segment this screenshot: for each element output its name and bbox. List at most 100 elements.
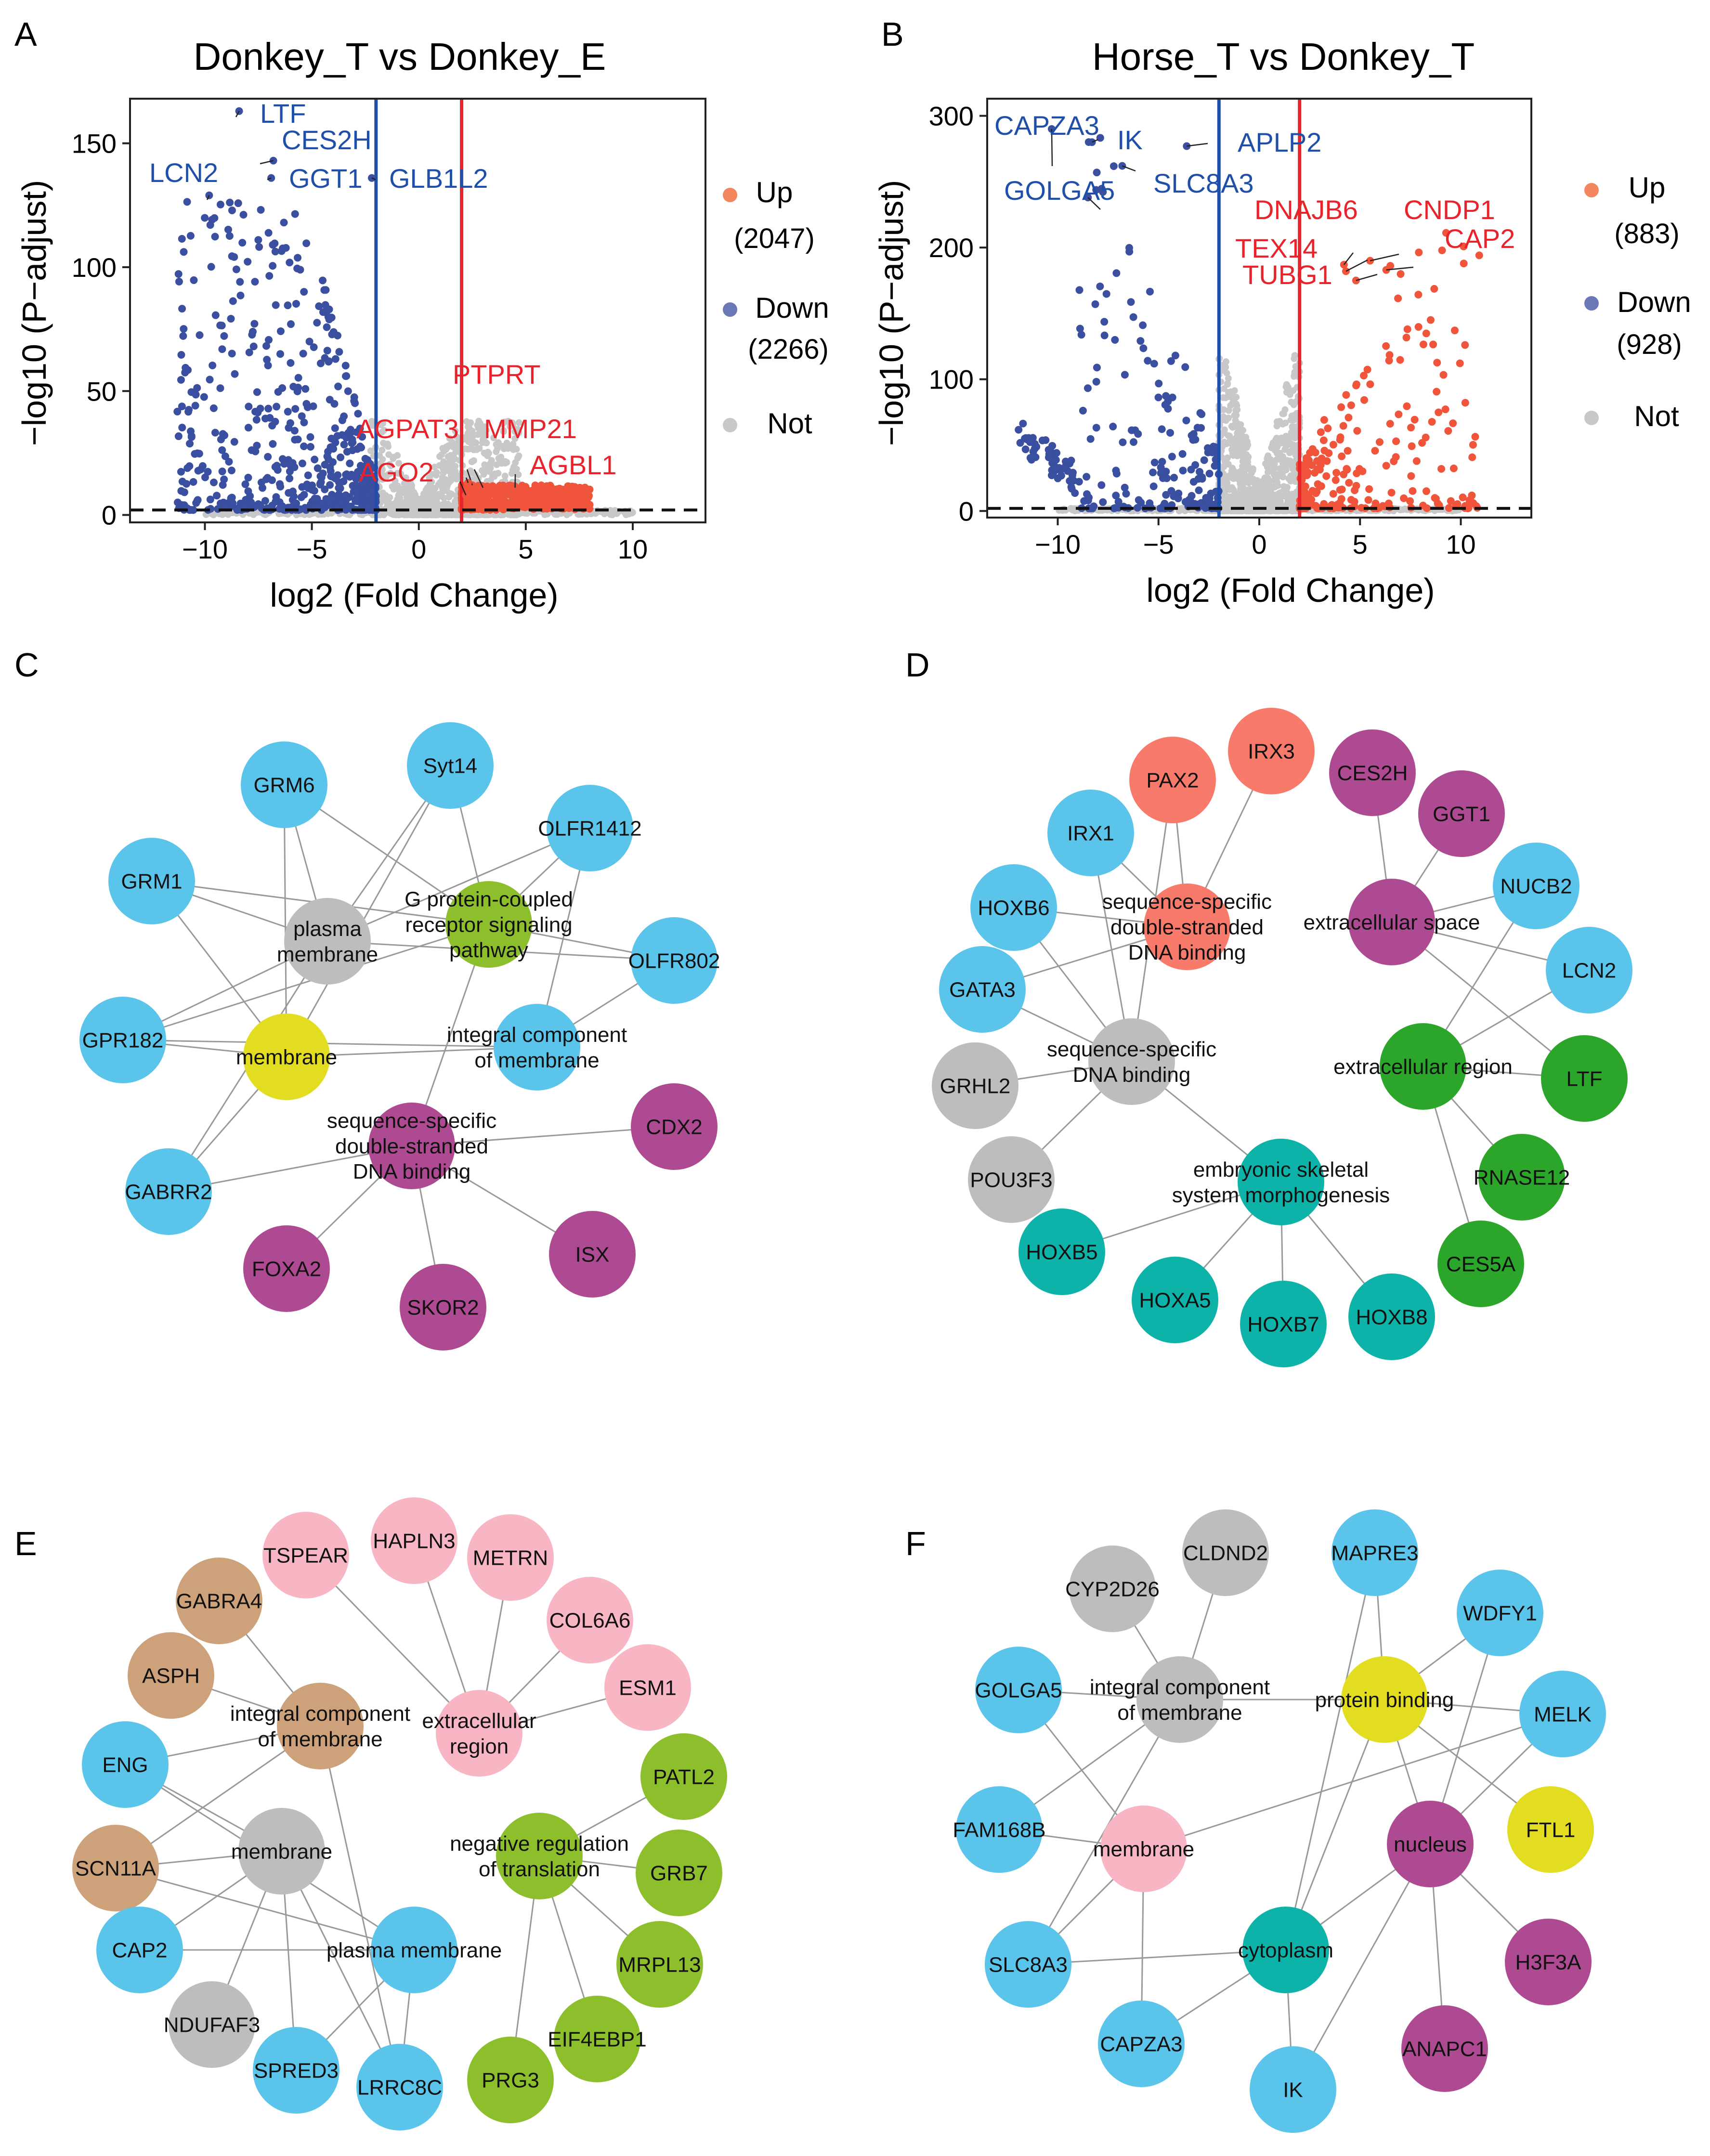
down-point bbox=[251, 448, 259, 455]
down-point bbox=[294, 436, 302, 443]
up-point bbox=[535, 489, 543, 497]
down-point bbox=[302, 239, 310, 247]
not-point bbox=[1229, 400, 1236, 406]
volcano-a-xlabel: log2 (Fold Change) bbox=[270, 576, 558, 614]
down-point bbox=[1093, 378, 1100, 386]
legend-not-dot bbox=[1584, 411, 1599, 425]
up-point bbox=[1460, 260, 1468, 267]
down-point bbox=[1057, 472, 1065, 480]
down-point bbox=[272, 247, 279, 255]
volcano-b-title: Horse_T vs Donkey_T bbox=[1092, 35, 1475, 78]
node-label: Syt14 bbox=[423, 754, 478, 778]
down-point bbox=[284, 408, 292, 416]
node-metrn: METRN bbox=[467, 1514, 554, 1601]
down-point bbox=[346, 459, 353, 467]
down-point bbox=[272, 463, 279, 471]
down-point bbox=[342, 362, 350, 369]
down-point bbox=[1125, 244, 1133, 252]
up-point bbox=[1408, 442, 1416, 450]
node-label: GRM6 bbox=[253, 773, 314, 797]
node-hoxb8: HOXB8 bbox=[1348, 1273, 1435, 1360]
down-point bbox=[224, 226, 232, 234]
node-label: POU3F3 bbox=[970, 1168, 1052, 1192]
not-point bbox=[1247, 495, 1253, 502]
not-point bbox=[476, 445, 483, 452]
down-point bbox=[334, 383, 342, 390]
down-point bbox=[211, 233, 219, 240]
node-label: CAPZA3 bbox=[1100, 2032, 1182, 2056]
down-point bbox=[269, 262, 276, 270]
down-point bbox=[319, 276, 326, 284]
down-point bbox=[1157, 469, 1165, 477]
not-point bbox=[481, 450, 488, 456]
down-point bbox=[276, 350, 284, 358]
up-point bbox=[1325, 449, 1332, 457]
down-point bbox=[245, 424, 252, 431]
up-point bbox=[547, 489, 554, 497]
down-point bbox=[1099, 498, 1107, 506]
node-ggt1: GGT1 bbox=[1418, 770, 1505, 857]
node-label: SCN11A bbox=[75, 1857, 157, 1880]
down-point bbox=[341, 492, 349, 500]
node-asph: ASPH bbox=[128, 1632, 214, 1719]
down-point bbox=[219, 468, 226, 475]
down-point bbox=[1206, 470, 1214, 478]
node-label: CES5A bbox=[1446, 1252, 1516, 1276]
not-point bbox=[437, 479, 444, 486]
down-point bbox=[322, 301, 329, 309]
down-point bbox=[1195, 475, 1202, 483]
down-point bbox=[350, 488, 357, 495]
node-pou3f3: POU3F3 bbox=[968, 1136, 1055, 1223]
down-point bbox=[249, 328, 257, 336]
down-point bbox=[325, 358, 332, 365]
not-point bbox=[472, 440, 479, 446]
up-point bbox=[1395, 411, 1402, 418]
down-point bbox=[290, 463, 298, 471]
down-point bbox=[315, 302, 323, 310]
y-tick-label: 150 bbox=[72, 129, 117, 159]
node-hoxa5: HOXA5 bbox=[1132, 1257, 1218, 1343]
down-point bbox=[230, 253, 238, 261]
down-point bbox=[326, 464, 334, 471]
not-point bbox=[411, 493, 418, 500]
volcano-a-ylabel: −log10 (P−adjust) bbox=[15, 180, 53, 446]
not-point bbox=[1279, 492, 1286, 498]
down-point bbox=[238, 239, 246, 247]
down-point bbox=[348, 471, 355, 479]
node-label: ISX bbox=[575, 1243, 610, 1266]
node-nucb2: NUCB2 bbox=[1493, 843, 1579, 929]
down-point bbox=[194, 497, 201, 505]
not-point bbox=[1286, 449, 1293, 456]
node-label: MAPRE3 bbox=[1331, 1541, 1419, 1565]
down-point bbox=[175, 432, 183, 440]
down-point bbox=[245, 403, 252, 410]
up-point bbox=[1423, 330, 1430, 338]
down-point bbox=[335, 348, 343, 356]
up-point bbox=[1312, 489, 1320, 497]
up-point bbox=[1364, 366, 1371, 374]
down-point bbox=[183, 480, 190, 488]
up-point bbox=[576, 484, 584, 492]
down-point bbox=[279, 245, 287, 252]
down-point bbox=[254, 409, 261, 416]
down-point bbox=[175, 270, 183, 278]
gene-label-mmp21: MMP21 bbox=[484, 414, 577, 444]
node-circle bbox=[1238, 1139, 1324, 1225]
gene-label-ik: IK bbox=[1117, 125, 1143, 155]
node-grm1: GRM1 bbox=[108, 838, 195, 924]
down-point bbox=[1191, 461, 1199, 469]
panel-letter-d: D bbox=[905, 646, 930, 684]
node-label: LCN2 bbox=[1562, 959, 1617, 982]
node-anapc1: ANAPC1 bbox=[1401, 2005, 1488, 2092]
not-point bbox=[450, 462, 457, 469]
up-point bbox=[1431, 494, 1439, 502]
not-point bbox=[1240, 486, 1246, 493]
down-point bbox=[1128, 427, 1136, 434]
up-point bbox=[1305, 492, 1313, 500]
up-point bbox=[1366, 380, 1374, 388]
up-point bbox=[1407, 424, 1415, 431]
panel-letter-a: A bbox=[14, 15, 37, 53]
up-point bbox=[1347, 402, 1355, 409]
node-label: HAPLN3 bbox=[373, 1529, 455, 1553]
down-point bbox=[300, 350, 307, 357]
